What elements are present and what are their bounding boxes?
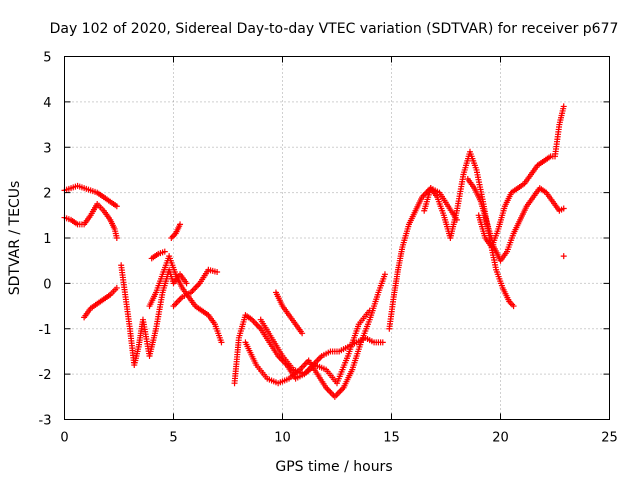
series-trace-p: [475, 103, 567, 251]
point-marker: [218, 339, 225, 346]
series-trace-n: [421, 148, 517, 310]
y-tick-label: -1: [39, 323, 52, 338]
series-trace-m: [386, 185, 460, 332]
y-tick-label: -3: [39, 414, 52, 429]
y-tick-label: 1: [43, 232, 51, 247]
point-marker: [161, 248, 168, 255]
x-axis-label: GPS time / hours: [275, 459, 392, 475]
series-trace-q: [560, 253, 567, 260]
point-marker: [113, 235, 120, 241]
grid: [64, 56, 610, 420]
x-tick-label: 0: [60, 431, 68, 446]
y-tick-label: 2: [43, 187, 51, 202]
point-marker: [560, 205, 567, 212]
y-tick-label: 5: [43, 51, 51, 66]
axis-ticks: 0 5 10 15 20 25 -3 -2 -1 0 1 2 3 4 5: [39, 51, 618, 446]
point-marker: [379, 339, 386, 346]
point-marker: [183, 280, 190, 287]
series-trace-e: [146, 253, 225, 346]
point-marker: [113, 203, 120, 210]
point-marker: [560, 103, 567, 110]
y-tick-label: 3: [43, 141, 51, 156]
series-trace-h: [170, 266, 221, 310]
series-trace-a: [61, 182, 120, 210]
series-trace-j: [242, 271, 388, 400]
x-tick-label: 25: [601, 431, 618, 446]
series-trace-k: [257, 307, 373, 387]
y-tick-label: -2: [39, 368, 52, 383]
point-marker: [177, 221, 184, 228]
series-trace-c: [81, 284, 120, 321]
series-trace-d: [118, 262, 190, 369]
x-tick-label: 15: [383, 431, 400, 446]
series-trace-b: [61, 200, 120, 241]
point-marker: [214, 269, 221, 276]
series-trace-l: [272, 289, 306, 337]
series-trace-o: [464, 176, 567, 264]
x-tick-label: 5: [169, 431, 177, 446]
data-points: [61, 103, 567, 400]
y-tick-label: 0: [43, 277, 51, 292]
point-marker: [510, 303, 517, 310]
series-trace-i: [231, 312, 386, 387]
point-marker: [113, 284, 120, 291]
chart-title: Day 102 of 2020, Sidereal Day-to-day VTE…: [50, 21, 619, 37]
series-trace-f: [148, 248, 168, 262]
point-marker: [560, 253, 567, 260]
y-tick-label: 4: [43, 96, 51, 111]
point-marker: [366, 307, 373, 314]
x-tick-label: 20: [492, 431, 509, 446]
point-marker: [299, 330, 306, 337]
y-axis-label: SDTVAR / TECUs: [7, 181, 23, 296]
series-trace-g: [168, 221, 184, 241]
x-tick-label: 10: [274, 431, 291, 446]
point-marker: [381, 271, 388, 278]
